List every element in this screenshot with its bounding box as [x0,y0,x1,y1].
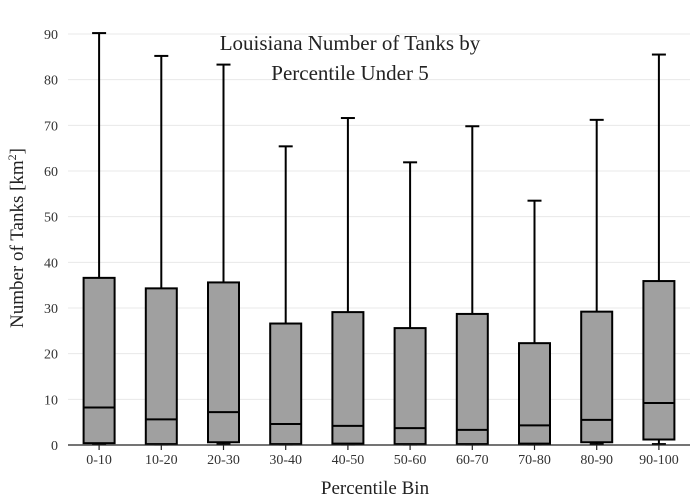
y-axis-label: Number of Tanks [km2] [5,148,28,328]
box-20-30 [207,63,240,446]
iqr-box [331,311,365,445]
x-tick-label: 30-40 [269,453,302,468]
y-tick-label: 40 [44,256,58,271]
y-tick-label: 70 [44,119,58,134]
x-tick-label: 60-70 [456,453,489,468]
y-tick-label: 80 [44,74,58,89]
box-40-50 [331,117,365,446]
y-tick-label: 50 [44,211,58,226]
x-axis-label: Percentile Bin [321,478,430,499]
x-tick-label: 0-10 [86,453,112,468]
x-tick-label: 80-90 [580,453,613,468]
x-tick-label: 90-100 [639,453,679,468]
iqr-box [144,287,178,446]
y-tick-label: 60 [44,165,58,180]
iqr-box [518,342,551,445]
y-tick-label: 90 [44,28,58,43]
box-60-70 [455,125,489,446]
box-70-80 [518,199,551,446]
x-tick-label: 20-30 [207,453,240,468]
box-30-40 [269,145,303,446]
y-tick-label: 30 [44,302,58,317]
chart-title-line-2: Percentile Under 5 [271,61,428,85]
box-90-100 [642,53,676,446]
y-tick-labels: 0 10 20 30 40 50 60 70 80 90 [44,28,58,454]
y-axis-label-sup: 2 [5,154,19,160]
y-tick-label: 10 [44,393,58,408]
iqr-box [455,312,489,446]
iqr-box [269,322,303,446]
iqr-box [642,280,676,441]
iqr-box [82,276,116,445]
x-tick-label: 50-60 [394,453,427,468]
box-0-10 [82,32,116,446]
iqr-box [393,327,427,446]
box-80-90 [580,118,614,446]
x-tick-label: 40-50 [332,453,365,468]
box-series [82,32,676,446]
x-tick-labels: 0-10 10-20 20-30 30-40 40-50 50-60 60-70 70-80 8… [86,445,679,468]
chart-title-line-1: Louisiana Number of Tanks by [220,31,481,55]
iqr-box [580,310,614,444]
x-tick-label: 70-80 [518,453,551,468]
box-10-20 [144,54,178,446]
y-axis-label-main: Number of Tanks [km [7,160,28,328]
iqr-box [207,281,240,444]
x-tick-label: 10-20 [145,453,178,468]
y-tick-label: 20 [44,348,58,363]
box-50-60 [393,161,427,446]
y-tick-label: 0 [51,439,58,454]
y-axis-label-end: ] [7,148,28,154]
